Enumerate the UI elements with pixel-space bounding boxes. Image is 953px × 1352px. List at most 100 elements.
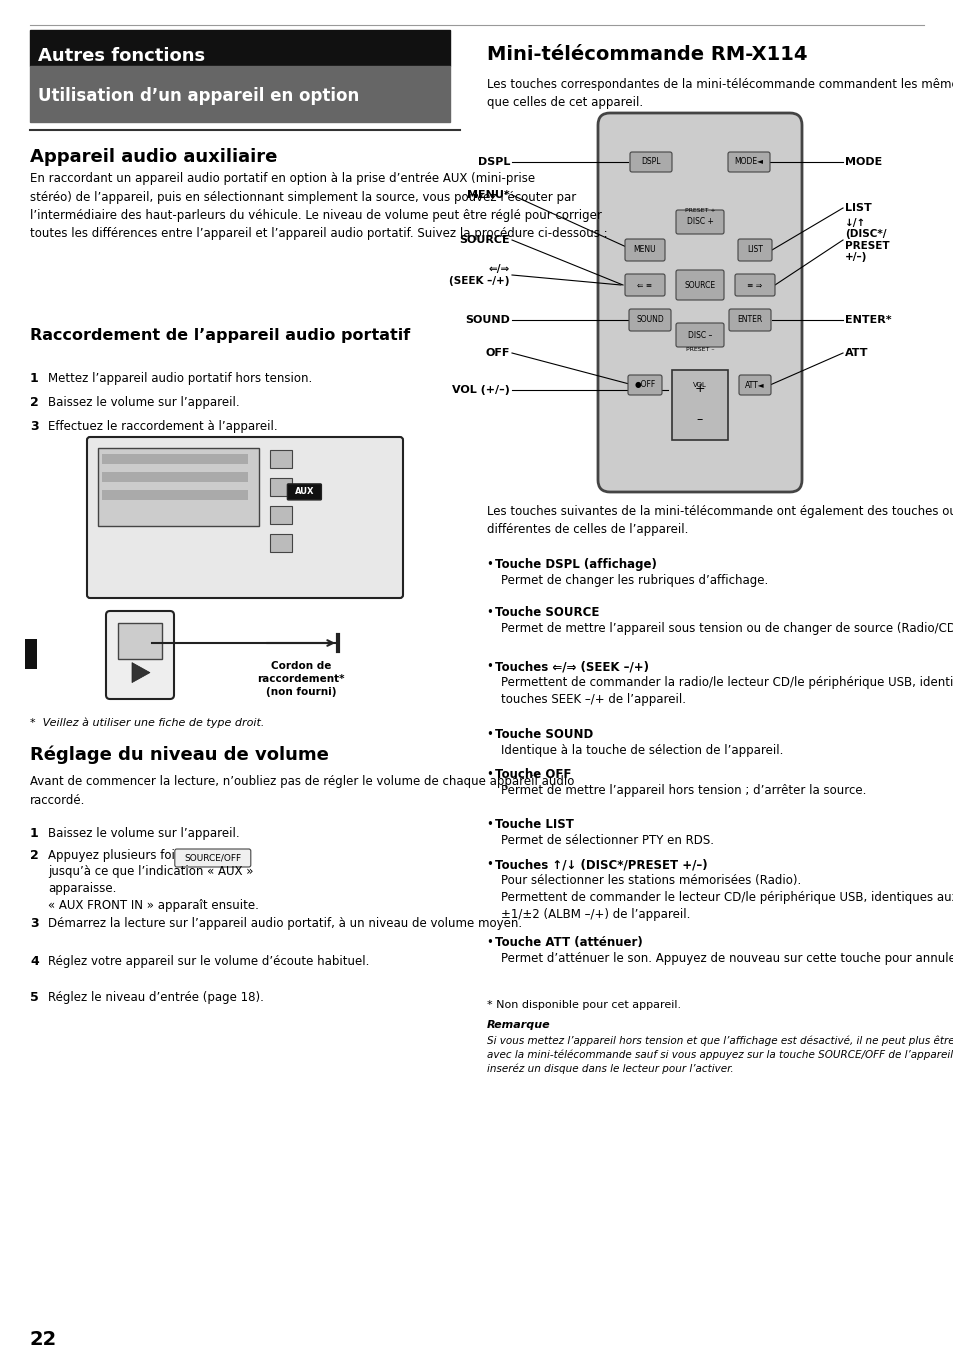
Text: +: + — [694, 381, 704, 395]
Bar — [102, 489, 248, 500]
Text: Cordon de
raccordement*
(non fourni): Cordon de raccordement* (non fourni) — [256, 661, 344, 698]
Text: LIST: LIST — [844, 203, 871, 214]
FancyBboxPatch shape — [628, 310, 670, 331]
Text: ●OFF: ●OFF — [634, 380, 655, 389]
Text: DISC –: DISC – — [687, 330, 712, 339]
Text: Permet d’atténuer le son. Appuyez de nouveau sur cette touche pour annuler.: Permet d’atténuer le son. Appuyez de nou… — [500, 952, 953, 965]
Text: MENU*: MENU* — [467, 191, 510, 200]
Bar — [270, 506, 292, 525]
Text: Les touches correspondantes de la mini-télécommande commandent les mêmes fonctio: Les touches correspondantes de la mini-t… — [486, 78, 953, 110]
FancyBboxPatch shape — [738, 239, 771, 261]
Text: Remarque: Remarque — [486, 1019, 550, 1030]
FancyBboxPatch shape — [87, 437, 402, 598]
FancyBboxPatch shape — [624, 239, 664, 261]
FancyBboxPatch shape — [174, 849, 251, 867]
Text: •: • — [486, 818, 497, 831]
FancyBboxPatch shape — [627, 375, 661, 395]
Text: MODE: MODE — [844, 157, 882, 168]
FancyBboxPatch shape — [676, 323, 723, 347]
Text: Pour sélectionner les stations mémorisées (Radio).
Permettent de commander le le: Pour sélectionner les stations mémorisée… — [500, 873, 953, 921]
Bar — [671, 370, 727, 439]
Text: Avant de commencer la lecture, n’oubliez pas de régler le volume de chaque appar: Avant de commencer la lecture, n’oubliez… — [30, 775, 574, 807]
FancyBboxPatch shape — [734, 274, 774, 296]
Text: VOL: VOL — [692, 383, 706, 388]
Text: LIST: LIST — [746, 246, 762, 254]
Bar — [118, 623, 162, 658]
Text: ⇐/⇒
(SEEK –/+): ⇐/⇒ (SEEK –/+) — [449, 264, 510, 285]
FancyBboxPatch shape — [287, 484, 321, 500]
Text: 5: 5 — [30, 991, 39, 1005]
Text: Réglage du niveau de volume: Réglage du niveau de volume — [30, 745, 329, 764]
Text: PRESET +: PRESET + — [684, 208, 715, 214]
Text: Réglez votre appareil sur le volume d’écoute habituel.: Réglez votre appareil sur le volume d’éc… — [48, 955, 369, 968]
Text: ≡ ⇒: ≡ ⇒ — [746, 280, 761, 289]
Text: Baissez le volume sur l’appareil.: Baissez le volume sur l’appareil. — [48, 396, 239, 410]
FancyBboxPatch shape — [676, 210, 723, 234]
FancyBboxPatch shape — [598, 114, 801, 492]
Text: Appareil audio auxiliaire: Appareil audio auxiliaire — [30, 147, 277, 166]
Text: Permet de mettre l’appareil sous tension ou de changer de source (Radio/CD/USB/A: Permet de mettre l’appareil sous tension… — [500, 622, 953, 635]
Text: Si vous mettez l’appareil hors tension et que l’affichage est désactivé, il ne p: Si vous mettez l’appareil hors tension e… — [486, 1036, 953, 1075]
Text: ATT: ATT — [844, 347, 867, 358]
Text: Appuyez plusieurs fois sur: Appuyez plusieurs fois sur — [48, 849, 203, 863]
Bar — [98, 448, 259, 526]
Text: 3: 3 — [30, 917, 38, 930]
Text: MODE◄: MODE◄ — [734, 157, 762, 166]
Text: ATT◄: ATT◄ — [744, 380, 764, 389]
Text: •: • — [486, 936, 497, 949]
Text: ⇐ ≡: ⇐ ≡ — [637, 280, 652, 289]
Bar — [102, 472, 248, 483]
Text: DISC +: DISC + — [686, 218, 713, 227]
Text: Permet de changer les rubriques d’affichage.: Permet de changer les rubriques d’affich… — [500, 575, 767, 587]
Bar — [270, 479, 292, 496]
Text: •: • — [486, 727, 497, 741]
Text: Touches ⇐/⇒ (SEEK –/+): Touches ⇐/⇒ (SEEK –/+) — [495, 660, 648, 673]
Text: * Non disponible pour cet appareil.: * Non disponible pour cet appareil. — [486, 1000, 680, 1010]
Text: •: • — [486, 660, 497, 673]
Text: Touche SOUND: Touche SOUND — [495, 727, 593, 741]
Text: 22: 22 — [30, 1330, 57, 1349]
Text: *  Veillez à utiliser une fiche de type droit.: * Veillez à utiliser une fiche de type d… — [30, 717, 264, 727]
Text: DSPL: DSPL — [477, 157, 510, 168]
Text: Touche ATT (atténuer): Touche ATT (atténuer) — [495, 936, 642, 949]
Polygon shape — [132, 662, 150, 683]
Text: En raccordant un appareil audio portatif en option à la prise d’entrée AUX (mini: En raccordant un appareil audio portatif… — [30, 172, 607, 241]
FancyBboxPatch shape — [727, 151, 769, 172]
Bar — [102, 454, 248, 464]
Text: DSPL: DSPL — [640, 157, 660, 166]
Text: Démarrez la lecture sur l’appareil audio portatif, à un niveau de volume moyen.: Démarrez la lecture sur l’appareil audio… — [48, 917, 521, 930]
Bar — [30, 30, 450, 66]
Text: 3: 3 — [30, 420, 38, 433]
Text: 2: 2 — [30, 849, 39, 863]
Text: –: – — [696, 414, 702, 426]
Bar — [25, 639, 37, 669]
Text: SOUND: SOUND — [465, 315, 510, 324]
Text: Touche OFF: Touche OFF — [495, 768, 571, 781]
Text: OFF: OFF — [485, 347, 510, 358]
Text: Raccordement de l’appareil audio portatif: Raccordement de l’appareil audio portati… — [30, 329, 410, 343]
Text: SOUND: SOUND — [636, 315, 663, 324]
FancyBboxPatch shape — [106, 611, 173, 699]
FancyBboxPatch shape — [739, 375, 770, 395]
Text: jusqu’à ce que l’indication « AUX »
apparaisse.
« AUX FRONT IN » apparaît ensuit: jusqu’à ce que l’indication « AUX » appa… — [48, 865, 258, 913]
Bar — [30, 66, 450, 122]
Text: SOURCE: SOURCE — [459, 235, 510, 245]
Text: Touche DSPL (affichage): Touche DSPL (affichage) — [495, 558, 657, 571]
FancyBboxPatch shape — [624, 274, 664, 296]
Text: Touches ↑/↓ (DISC*/PRESET +/–): Touches ↑/↓ (DISC*/PRESET +/–) — [495, 859, 707, 871]
Text: •: • — [486, 859, 497, 871]
Text: Mettez l’appareil audio portatif hors tension.: Mettez l’appareil audio portatif hors te… — [48, 372, 312, 385]
Text: 2: 2 — [30, 396, 39, 410]
Text: •: • — [486, 606, 497, 619]
Text: Permet de sélectionner PTY en RDS.: Permet de sélectionner PTY en RDS. — [500, 834, 713, 846]
Text: Les touches suivantes de la mini-télécommande ont également des touches ou des f: Les touches suivantes de la mini-télécom… — [486, 506, 953, 537]
Text: Mini-télécommande RM-X114: Mini-télécommande RM-X114 — [486, 45, 806, 64]
Text: ENTER: ENTER — [737, 315, 761, 324]
Text: SOURCE: SOURCE — [683, 280, 715, 289]
Text: Touche LIST: Touche LIST — [495, 818, 574, 831]
Text: ↓/↑
(DISC*/
PRESET
+/–): ↓/↑ (DISC*/ PRESET +/–) — [844, 218, 889, 262]
Text: VOL (+/–): VOL (+/–) — [452, 385, 510, 395]
Text: PRESET –: PRESET – — [685, 347, 714, 352]
Text: Touche SOURCE: Touche SOURCE — [495, 606, 598, 619]
FancyBboxPatch shape — [728, 310, 770, 331]
